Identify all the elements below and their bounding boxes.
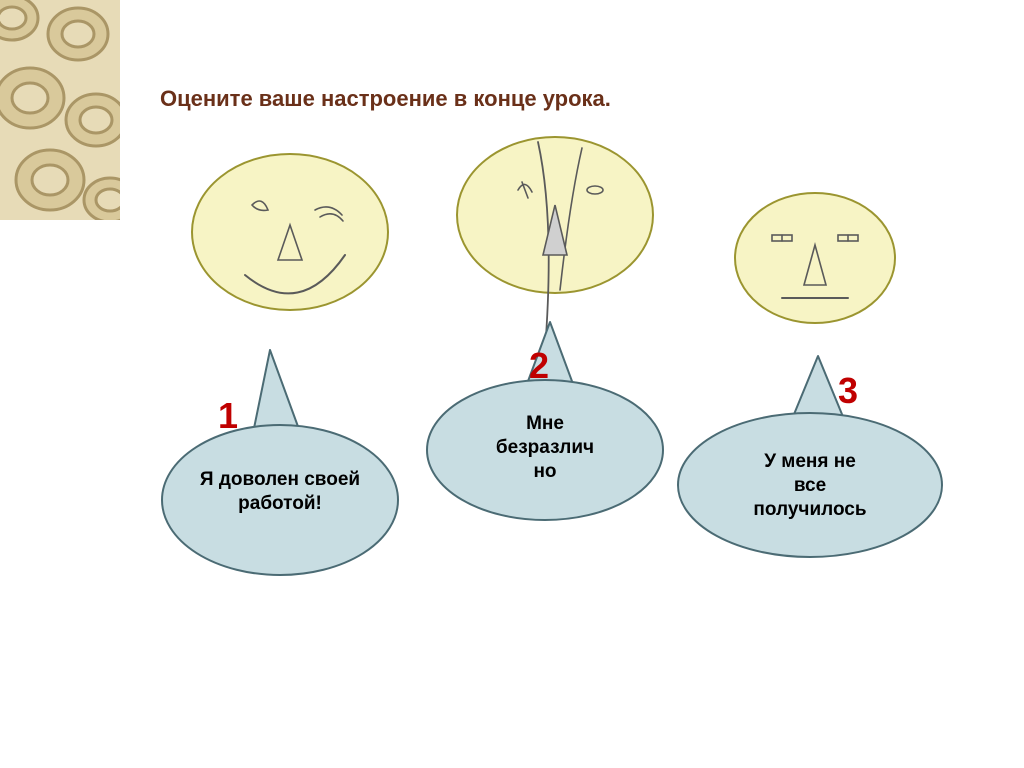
diagram-canvas xyxy=(0,0,1024,768)
face-neutral xyxy=(735,193,895,323)
face-indifferent xyxy=(457,137,653,350)
face-happy xyxy=(192,154,388,310)
speech-bubble-bubble3 xyxy=(678,356,942,557)
speech-bubble-bubble1 xyxy=(162,350,398,575)
speech-bubble-bubble2 xyxy=(427,322,663,520)
